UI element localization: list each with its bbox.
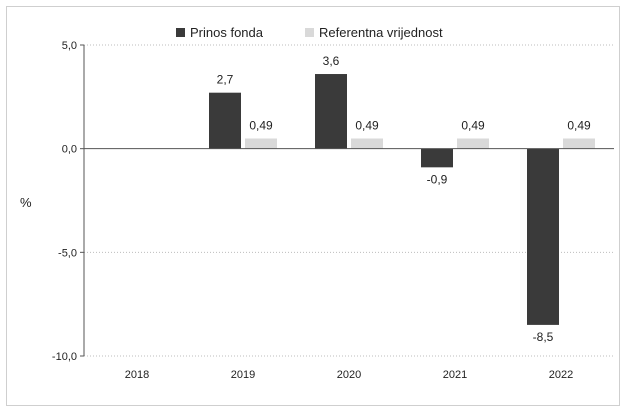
bar-referentna-vrijednost-2019 (245, 139, 277, 149)
x-ticks: 2018 2019 2020 2021 2022 (125, 369, 573, 381)
x-tick-label: 2021 (443, 369, 467, 381)
y-tick-label: 5,0 (62, 40, 77, 52)
y-tick-label: 0,0 (62, 144, 77, 156)
data-label: 0,49 (567, 119, 591, 133)
y-tick-label: -5,0 (58, 247, 77, 259)
legend: Prinos fonda Referentna vrijednost (176, 25, 443, 40)
legend-label-referentna-vrijednost: Referentna vrijednost (319, 25, 443, 40)
data-label: 2,7 (217, 73, 234, 87)
x-tick-label: 2020 (337, 369, 361, 381)
bar-prinos-fonda-2020 (315, 74, 347, 149)
x-tick-label: 2019 (231, 369, 255, 381)
bars (209, 74, 595, 325)
bar-referentna-vrijednost-2022 (563, 139, 595, 149)
y-tick-label: -10,0 (52, 351, 77, 363)
y-axis-title: % (20, 195, 32, 210)
data-label: 0,49 (249, 119, 273, 133)
y-ticks: 5,0 0,0 -5,0 -10,0 (52, 40, 84, 363)
bar-prinos-fonda-2022 (527, 149, 559, 325)
bar-referentna-vrijednost-2021 (457, 139, 489, 149)
bar-referentna-vrijednost-2020 (351, 139, 383, 149)
data-label: 3,6 (323, 54, 340, 68)
legend-swatch-prinos-fonda (176, 28, 185, 37)
legend-swatch-referentna-vrijednost (305, 28, 314, 37)
legend-label-prinos-fonda: Prinos fonda (190, 25, 264, 40)
data-label: -0,9 (427, 172, 448, 186)
data-label: 0,49 (461, 119, 485, 133)
bar-prinos-fonda-2019 (209, 93, 241, 149)
x-tick-label: 2022 (549, 369, 573, 381)
bar-prinos-fonda-2021 (421, 149, 453, 168)
data-label: 0,49 (355, 119, 379, 133)
data-label: -8,5 (533, 330, 554, 344)
x-tick-label: 2018 (125, 369, 149, 381)
